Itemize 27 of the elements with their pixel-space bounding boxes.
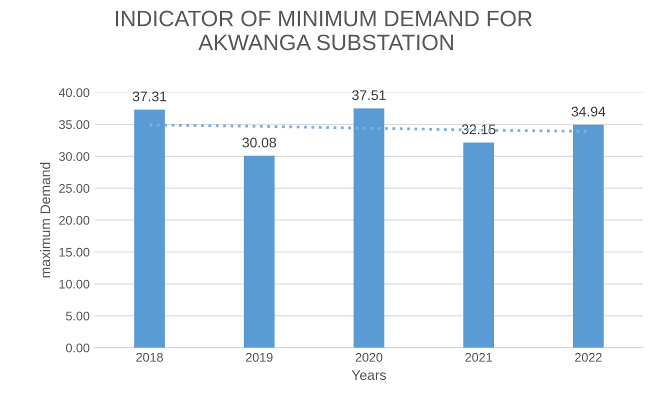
data-label: 34.94 — [572, 106, 606, 116]
y-tick-label: 35.00 — [59, 120, 90, 130]
x-tick-label: 2018 — [136, 352, 163, 362]
bar — [244, 156, 275, 348]
data-label: 37.31 — [132, 91, 166, 102]
y-tick-label: 30.00 — [59, 152, 90, 161]
y-tick-label: 25.00 — [59, 184, 90, 193]
y-tick-label: 40.00 — [58, 88, 90, 98]
data-label: 37.51 — [352, 90, 386, 100]
y-tick-label: 10.00 — [60, 280, 90, 289]
chart-title: INDICATOR OF MINIMUM DEMAND FOR AKWANGA SUBSTATION — [116, 10, 532, 50]
y-tick-label: 0.00 — [66, 344, 90, 352]
x-tick-label: 2021 — [465, 352, 492, 362]
x-tick-label: 2022 — [575, 352, 602, 362]
bar — [134, 110, 165, 348]
y-tick-label: 20.00 — [59, 216, 90, 225]
x-tick-label: 2019 — [246, 352, 273, 362]
data-label: 30.08 — [242, 138, 276, 148]
x-tick-label: 2020 — [356, 352, 382, 362]
bar — [354, 108, 384, 348]
data-label: 32.15 — [462, 124, 496, 134]
y-axis-title: maximum Demand — [40, 162, 50, 278]
y-tick-label: 5.00 — [66, 312, 90, 320]
x-axis-title: Years — [352, 370, 386, 380]
bar — [463, 142, 494, 348]
bar — [572, 124, 604, 348]
y-tick-label: 15.00 — [60, 248, 90, 257]
